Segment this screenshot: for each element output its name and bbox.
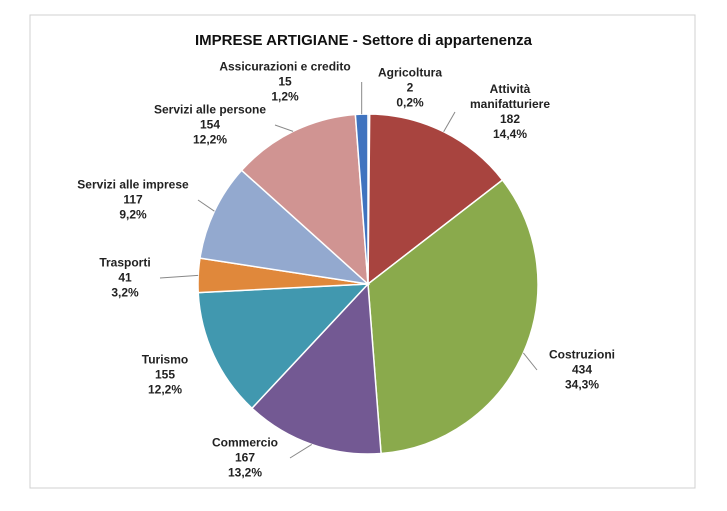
category-label: Commercio: [211, 435, 279, 450]
value-label: 117: [123, 192, 143, 207]
data-label: Trasporti 41 3,2%: [90, 256, 160, 301]
leader-line: [443, 111, 456, 133]
leader-line: [159, 274, 199, 279]
data-label: Assicurazioni e credito 15 1,2%: [205, 60, 365, 105]
leader-line: [274, 124, 294, 132]
value-label: 167: [234, 450, 256, 465]
value-label: 154: [199, 117, 221, 132]
pie-slice: [367, 113, 504, 286]
chart-title: IMPRESE ARTIGIANE - Settore di appartene…: [195, 32, 532, 49]
percent-label: 3,2%: [111, 285, 139, 300]
pie-slice: [199, 169, 371, 286]
category-label: Turismo: [141, 352, 189, 367]
category-label: Attività manifatturiere: [469, 82, 551, 111]
category-label: Costruzioni: [549, 347, 615, 362]
percent-label: 13,2%: [227, 465, 263, 480]
leader-line: [197, 199, 215, 212]
percent-label: 9,2%: [119, 207, 147, 222]
value-label: 2: [406, 80, 414, 95]
pie-slice: [367, 178, 539, 455]
data-label: Servizi alle imprese 117 9,2%: [68, 178, 198, 223]
data-label: Agricoltura 2 0,2%: [370, 66, 450, 111]
value-label: 15: [278, 74, 292, 89]
data-label: Turismo 155 12,2%: [130, 353, 200, 398]
leader-line: [522, 352, 538, 371]
category-label: Servizi alle imprese: [77, 177, 189, 192]
value-label: 182: [499, 112, 521, 126]
data-label: Servizi alle persone 154 12,2%: [145, 103, 275, 148]
category-label: Trasporti: [99, 255, 151, 270]
percent-label: 12,2%: [147, 382, 183, 397]
percent-label: 1,2%: [271, 89, 299, 104]
percent-label: 0,2%: [396, 95, 424, 110]
category-label: Assicurazioni e credito: [219, 59, 351, 74]
pie-slice: [250, 282, 382, 455]
value-label: 155: [154, 367, 176, 382]
percent-label: 12,2%: [192, 132, 228, 147]
percent-label: 34,3%: [564, 377, 600, 392]
category-label: Servizi alle persone: [153, 102, 267, 117]
data-label: Costruzioni 434 34,3%: [537, 348, 627, 393]
value-label: 434: [571, 362, 593, 377]
percent-label: 14,4%: [492, 127, 528, 141]
category-label: Agricoltura: [377, 65, 442, 80]
value-label: 41: [118, 270, 132, 285]
pie-slice: [197, 283, 370, 410]
pie-slice: [240, 113, 369, 286]
leader-line: [289, 444, 313, 459]
data-label: Attività manifatturiere 182 14,4%: [455, 82, 565, 142]
data-label: Commercio 167 13,2%: [200, 436, 290, 481]
